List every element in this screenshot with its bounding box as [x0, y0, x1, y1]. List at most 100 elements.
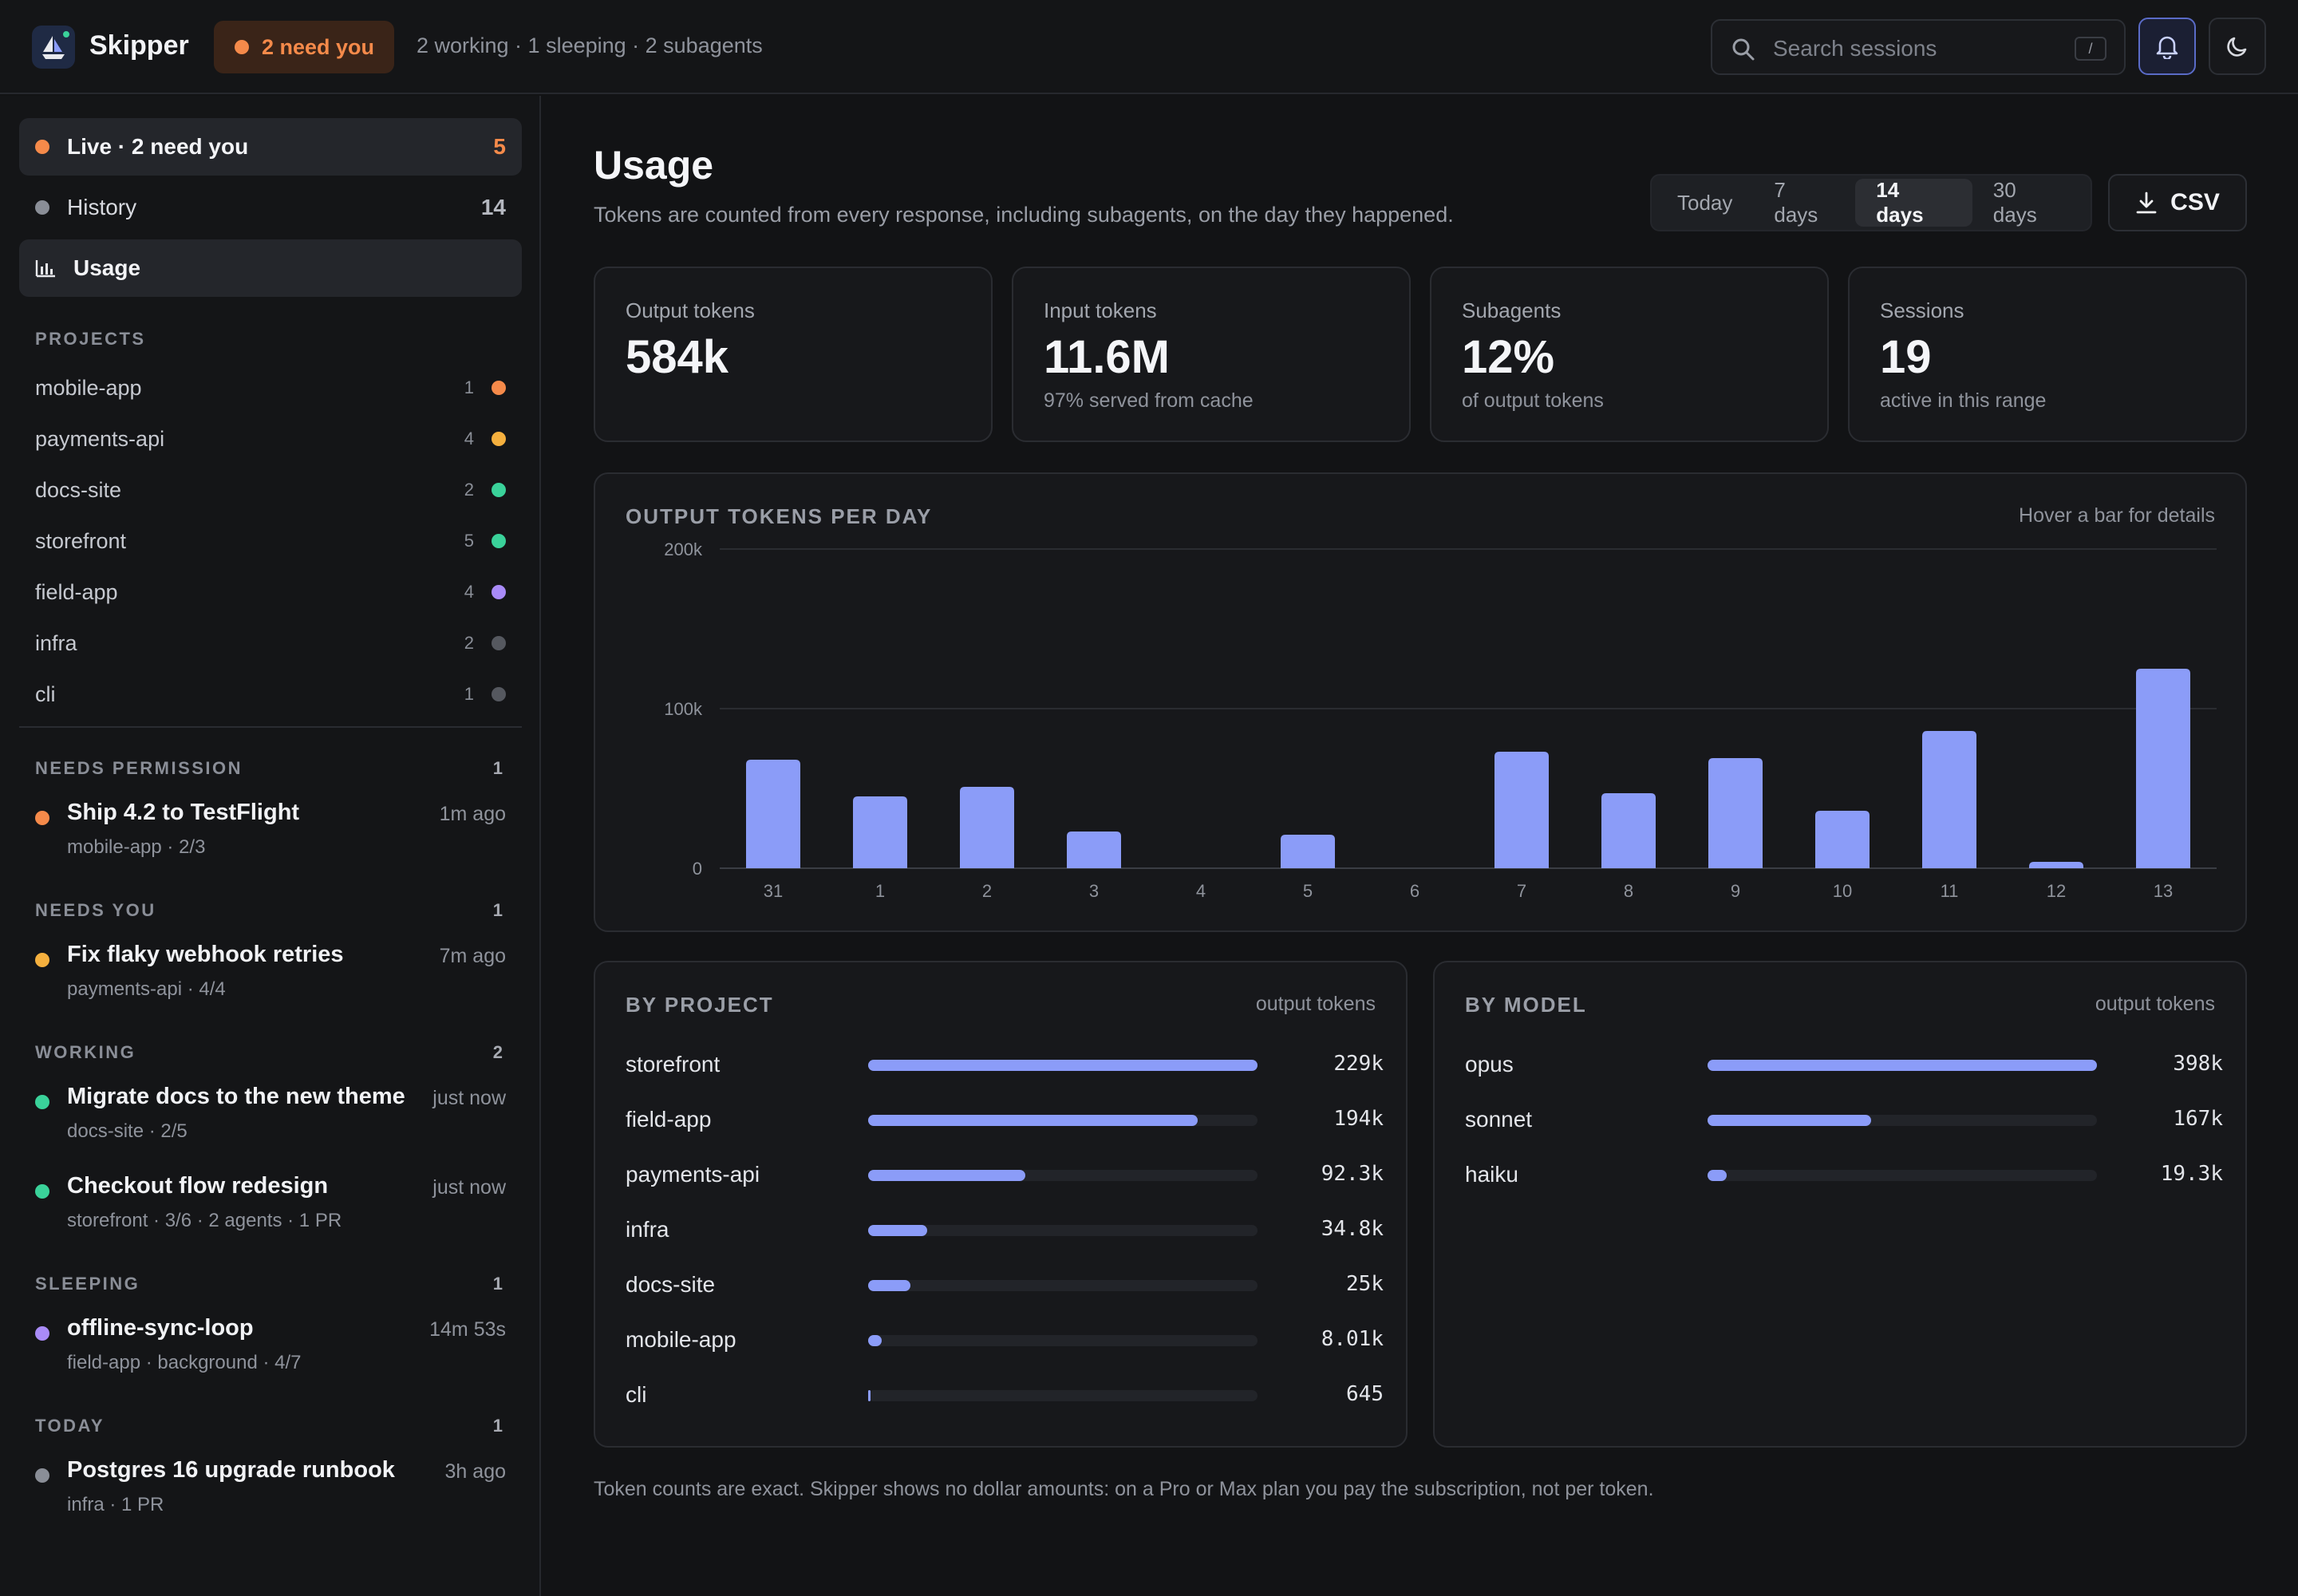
chart-bar[interactable] [960, 787, 1014, 868]
sidebar-project-payments-api[interactable]: payments-api 4 [35, 423, 506, 455]
session-item[interactable]: Migrate docs to the new theme just now doc… [35, 1084, 506, 1148]
chart-x-tick-label: 5 [1303, 881, 1313, 901]
breakdown-name: sonnet [1465, 1107, 1533, 1132]
breakdown-bar-track [868, 1390, 1258, 1401]
breakdown-row: mobile-app 8.01k [626, 1324, 1384, 1356]
sidebar-project-storefront[interactable]: storefront 5 [35, 525, 506, 557]
sidebar-item-live[interactable]: Live · 2 need you 5 [19, 118, 522, 176]
breakdown-bar-fill [868, 1335, 882, 1346]
session-time: just now [432, 1087, 506, 1109]
chart-bar[interactable] [1922, 731, 1976, 868]
notifications-button[interactable] [2138, 18, 2196, 75]
session-meta: field-app · background · 4/7 [67, 1352, 302, 1373]
session-item[interactable]: offline-sync-loop 14m 53s field-app · back… [35, 1315, 506, 1379]
session-status-dot-icon [35, 811, 49, 825]
session-title: Postgres 16 upgrade runbook [67, 1457, 395, 1483]
sidebar-project-infra[interactable]: infra 2 [35, 627, 506, 659]
stat-note: of output tokens [1462, 389, 1604, 412]
chart-bar[interactable] [746, 760, 800, 868]
breakdown-value: 645 [1346, 1382, 1384, 1406]
chart-bar[interactable] [2136, 669, 2190, 868]
search-placeholder: Search sessions [1773, 36, 1937, 61]
session-status-dot-icon [35, 1468, 49, 1483]
breakdown-bar-track [868, 1280, 1258, 1291]
breakdown-bar-fill [868, 1225, 928, 1236]
project-status-dot-icon [492, 636, 506, 650]
sidebar-project-field-app[interactable]: field-app 4 [35, 576, 506, 608]
session-item[interactable]: Fix flaky webhook retries 7m ago payments-… [35, 942, 506, 1005]
breakdown-name: haiku [1465, 1162, 1518, 1187]
chart-y-tick-label: 0 [693, 859, 702, 879]
stat-value: 11.6M [1044, 331, 1170, 383]
breakdown-bar-track [868, 1170, 1258, 1181]
chart-bar[interactable] [1601, 793, 1656, 868]
project-name: docs-site [35, 477, 122, 502]
status-dot-icon [35, 140, 49, 154]
session-meta: mobile-app · 2/3 [67, 836, 206, 858]
group-count: 1 [492, 900, 503, 920]
chart-bar[interactable] [1815, 811, 1870, 868]
chart-hint: Hover a bar for details [2019, 504, 2215, 527]
breakdown-row: haiku 19.3k [1465, 1159, 2223, 1191]
chart-bar[interactable] [1494, 752, 1549, 868]
sidebar: Live · 2 need you 5 History 14 Usage PRO… [0, 96, 541, 1596]
chart-bar[interactable] [1708, 758, 1763, 868]
chart-y-tick-label: 200k [664, 539, 703, 559]
session-item[interactable]: Checkout flow redesign just now storefront… [35, 1173, 506, 1237]
need-you-badge[interactable]: 2 need you [214, 21, 394, 73]
breakdown-value: 167k [2173, 1107, 2223, 1131]
sidebar-project-cli[interactable]: cli 1 [35, 678, 506, 710]
by-project-title: BY PROJECT [626, 993, 774, 1017]
theme-toggle-button[interactable] [2209, 18, 2266, 75]
chart-bar[interactable] [1281, 835, 1335, 868]
project-status-dot-icon [492, 585, 506, 599]
range-7-days[interactable]: 7 days [1774, 178, 1818, 227]
need-you-label: 2 need you [262, 34, 375, 59]
skipper-logo-icon[interactable] [32, 26, 75, 69]
breakdown-row: infra 34.8k [626, 1214, 1384, 1246]
chart-bar[interactable] [853, 796, 907, 868]
sidebar-item-usage[interactable]: Usage [19, 239, 522, 297]
stat-label: Sessions [1880, 298, 1964, 322]
session-time: 7m ago [439, 945, 506, 967]
sidebar-item-history[interactable]: History 14 [19, 179, 522, 236]
by-project-card: BY PROJECT output tokens storefront 229k f… [594, 961, 1408, 1448]
stat-card-subagents: Subagents 12% of output tokens [1430, 267, 1829, 442]
stat-label: Subagents [1462, 298, 1562, 322]
chart-x-tick-label: 3 [1089, 881, 1099, 901]
range-14-days[interactable]: 14 days [1855, 178, 1972, 227]
breakdown-bar-track [868, 1225, 1258, 1236]
project-name: storefront [35, 528, 127, 553]
project-count: 2 [464, 480, 474, 500]
session-item[interactable]: Ship 4.2 to TestFlight 1m ago mobile-app ·… [35, 800, 506, 863]
chart-bar[interactable] [2029, 862, 2083, 868]
chart-x-tick-label: 11 [1941, 881, 1959, 901]
chart-x-tick-label: 6 [1410, 881, 1419, 901]
breakdown-row: docs-site 25k [626, 1269, 1384, 1301]
csv-export-button[interactable]: CSV [2108, 174, 2247, 231]
range-selector: Today 7 days 14 days 30 days [1650, 174, 2092, 231]
group-count: 1 [492, 1416, 503, 1436]
breakdown-value: 25k [1346, 1272, 1384, 1296]
chart-x-tick-label: 1 [875, 881, 885, 901]
session-title: offline-sync-loop [67, 1315, 254, 1341]
group-count: 1 [492, 1274, 503, 1294]
sidebar-project-mobile-app[interactable]: mobile-app 1 [35, 372, 506, 404]
session-item[interactable]: Postgres 16 upgrade runbook 3h ago infra ·… [35, 1457, 506, 1521]
range-today[interactable]: Today [1677, 190, 1733, 215]
breakdown-bar-fill [1708, 1060, 2097, 1071]
breakdown-value: 8.01k [1321, 1327, 1384, 1351]
breakdown-name: infra [626, 1217, 669, 1242]
by-model-title: BY MODEL [1465, 993, 1587, 1017]
project-count: 2 [464, 633, 474, 653]
session-meta: infra · 1 PR [67, 1494, 164, 1515]
sidebar-project-docs-site[interactable]: docs-site 2 [35, 474, 506, 506]
range-30-days[interactable]: 30 days [1992, 178, 2037, 227]
chart-bar[interactable] [1067, 832, 1121, 868]
project-name: field-app [35, 579, 118, 604]
search-input[interactable]: Search sessions / [1711, 19, 2126, 75]
breakdown-bar-fill [868, 1280, 911, 1291]
session-time: 1m ago [439, 803, 506, 825]
chart-x-tick-label: 8 [1624, 881, 1633, 901]
